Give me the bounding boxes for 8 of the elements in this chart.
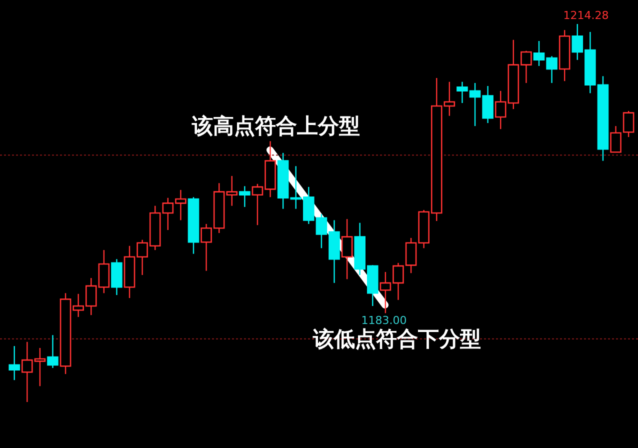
annotation: 该高点符合上分型 xyxy=(191,113,360,138)
candlestick xyxy=(8,345,20,381)
candlestick xyxy=(239,186,250,208)
annotation: 1183.00 xyxy=(361,314,407,327)
text: 1214.28 xyxy=(563,9,609,22)
candlestick xyxy=(47,334,58,369)
annotation: 该低点符合下分型 xyxy=(312,326,481,351)
candlestick xyxy=(341,218,353,280)
